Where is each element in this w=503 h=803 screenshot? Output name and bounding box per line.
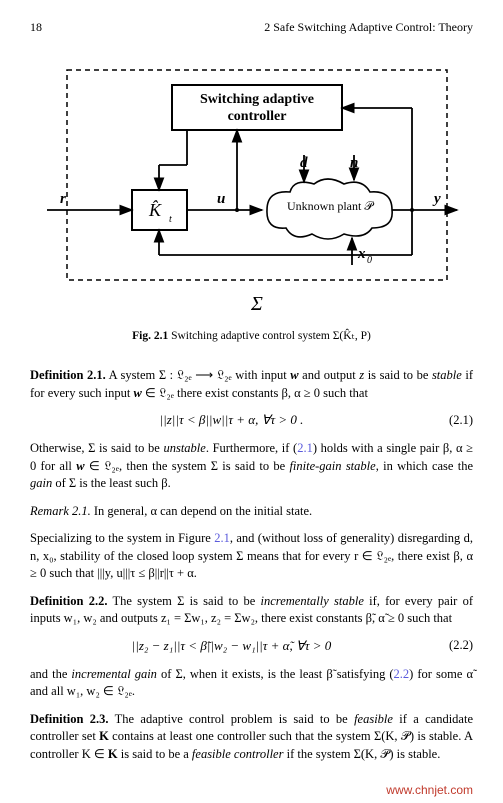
chapter-title: 2 Safe Switching Adaptive Control: Theor… [264, 20, 473, 35]
fig-ctrl-label2: controller [227, 109, 286, 124]
equation-2-2: ||z₂ − z₁||τ < β̃||w₂ − w₁||τ + α̃, ∀τ >… [30, 638, 473, 654]
equation-2-1: ||z||τ < β||w||τ + α, ∀τ > 0 . (2.1) [30, 412, 473, 428]
def22-label: Definition 2.2. [30, 594, 107, 608]
watermark: www.chnjet.com [386, 783, 473, 797]
definition-2-2: Definition 2.2. The system Σ is said to … [30, 593, 473, 628]
fig-caption-text: Switching adaptive control system Σ(K̂ₜ,… [168, 330, 371, 342]
figure-svg: Switching adaptive controller K̂ t r u U… [42, 60, 462, 320]
link-fig-2-1[interactable]: 2.1 [214, 531, 230, 545]
definition-2-1: Definition 2.1. A system Σ : 𝔏₂ₑ ⟶ 𝔏₂ₑ w… [30, 367, 473, 402]
fig-khat: K̂ [147, 200, 161, 220]
link-eq-2-1[interactable]: 2.1 [297, 441, 313, 455]
def21-label: Definition 2.1. [30, 368, 106, 382]
figure-caption: Fig. 2.1 Switching adaptive control syst… [30, 328, 473, 342]
fig-khat-sub: t [169, 214, 172, 225]
link-eq-2-2[interactable]: 2.2 [394, 667, 410, 681]
page-number: 18 [30, 20, 42, 35]
fig-x0: x [357, 246, 366, 262]
fig-sigma: Σ [250, 293, 263, 315]
fig-r: r [60, 191, 66, 207]
definition-2-3: Definition 2.3. The adaptive control pro… [30, 711, 473, 764]
para-incremental-gain: and the incremental gain of Σ, when it e… [30, 666, 473, 701]
fig-caption-prefix: Fig. 2.1 [132, 330, 168, 342]
fig-n: n [350, 155, 358, 171]
eq21-expr: ||z||τ < β||w||τ + α, ∀τ > 0 . [30, 412, 433, 428]
eq21-num: (2.1) [433, 413, 473, 428]
rem21-label: Remark 2.1. [30, 504, 91, 518]
figure-block-diagram: Switching adaptive controller K̂ t r u U… [30, 60, 473, 320]
para-otherwise: Otherwise, Σ is said to be unstable. Fur… [30, 440, 473, 493]
fig-x0-sub: 0 [367, 255, 372, 266]
def23-label: Definition 2.3. [30, 712, 109, 726]
fig-u: u [217, 191, 225, 207]
page-header: 18 2 Safe Switching Adaptive Control: Th… [30, 20, 473, 35]
eq22-num: (2.2) [433, 638, 473, 653]
fig-plant-label: Unknown plant 𝒫 [287, 199, 374, 213]
eq22-expr: ||z₂ − z₁||τ < β̃||w₂ − w₁||τ + α̃, ∀τ >… [30, 638, 433, 654]
fig-y: y [432, 191, 441, 207]
fig-d: d [300, 155, 308, 171]
para-specializing: Specializing to the system in Figure 2.1… [30, 530, 473, 583]
remark-2-1: Remark 2.1. In general, α can depend on … [30, 503, 473, 521]
fig-ctrl-label1: Switching adaptive [200, 92, 314, 107]
page: 18 2 Safe Switching Adaptive Control: Th… [0, 0, 503, 803]
